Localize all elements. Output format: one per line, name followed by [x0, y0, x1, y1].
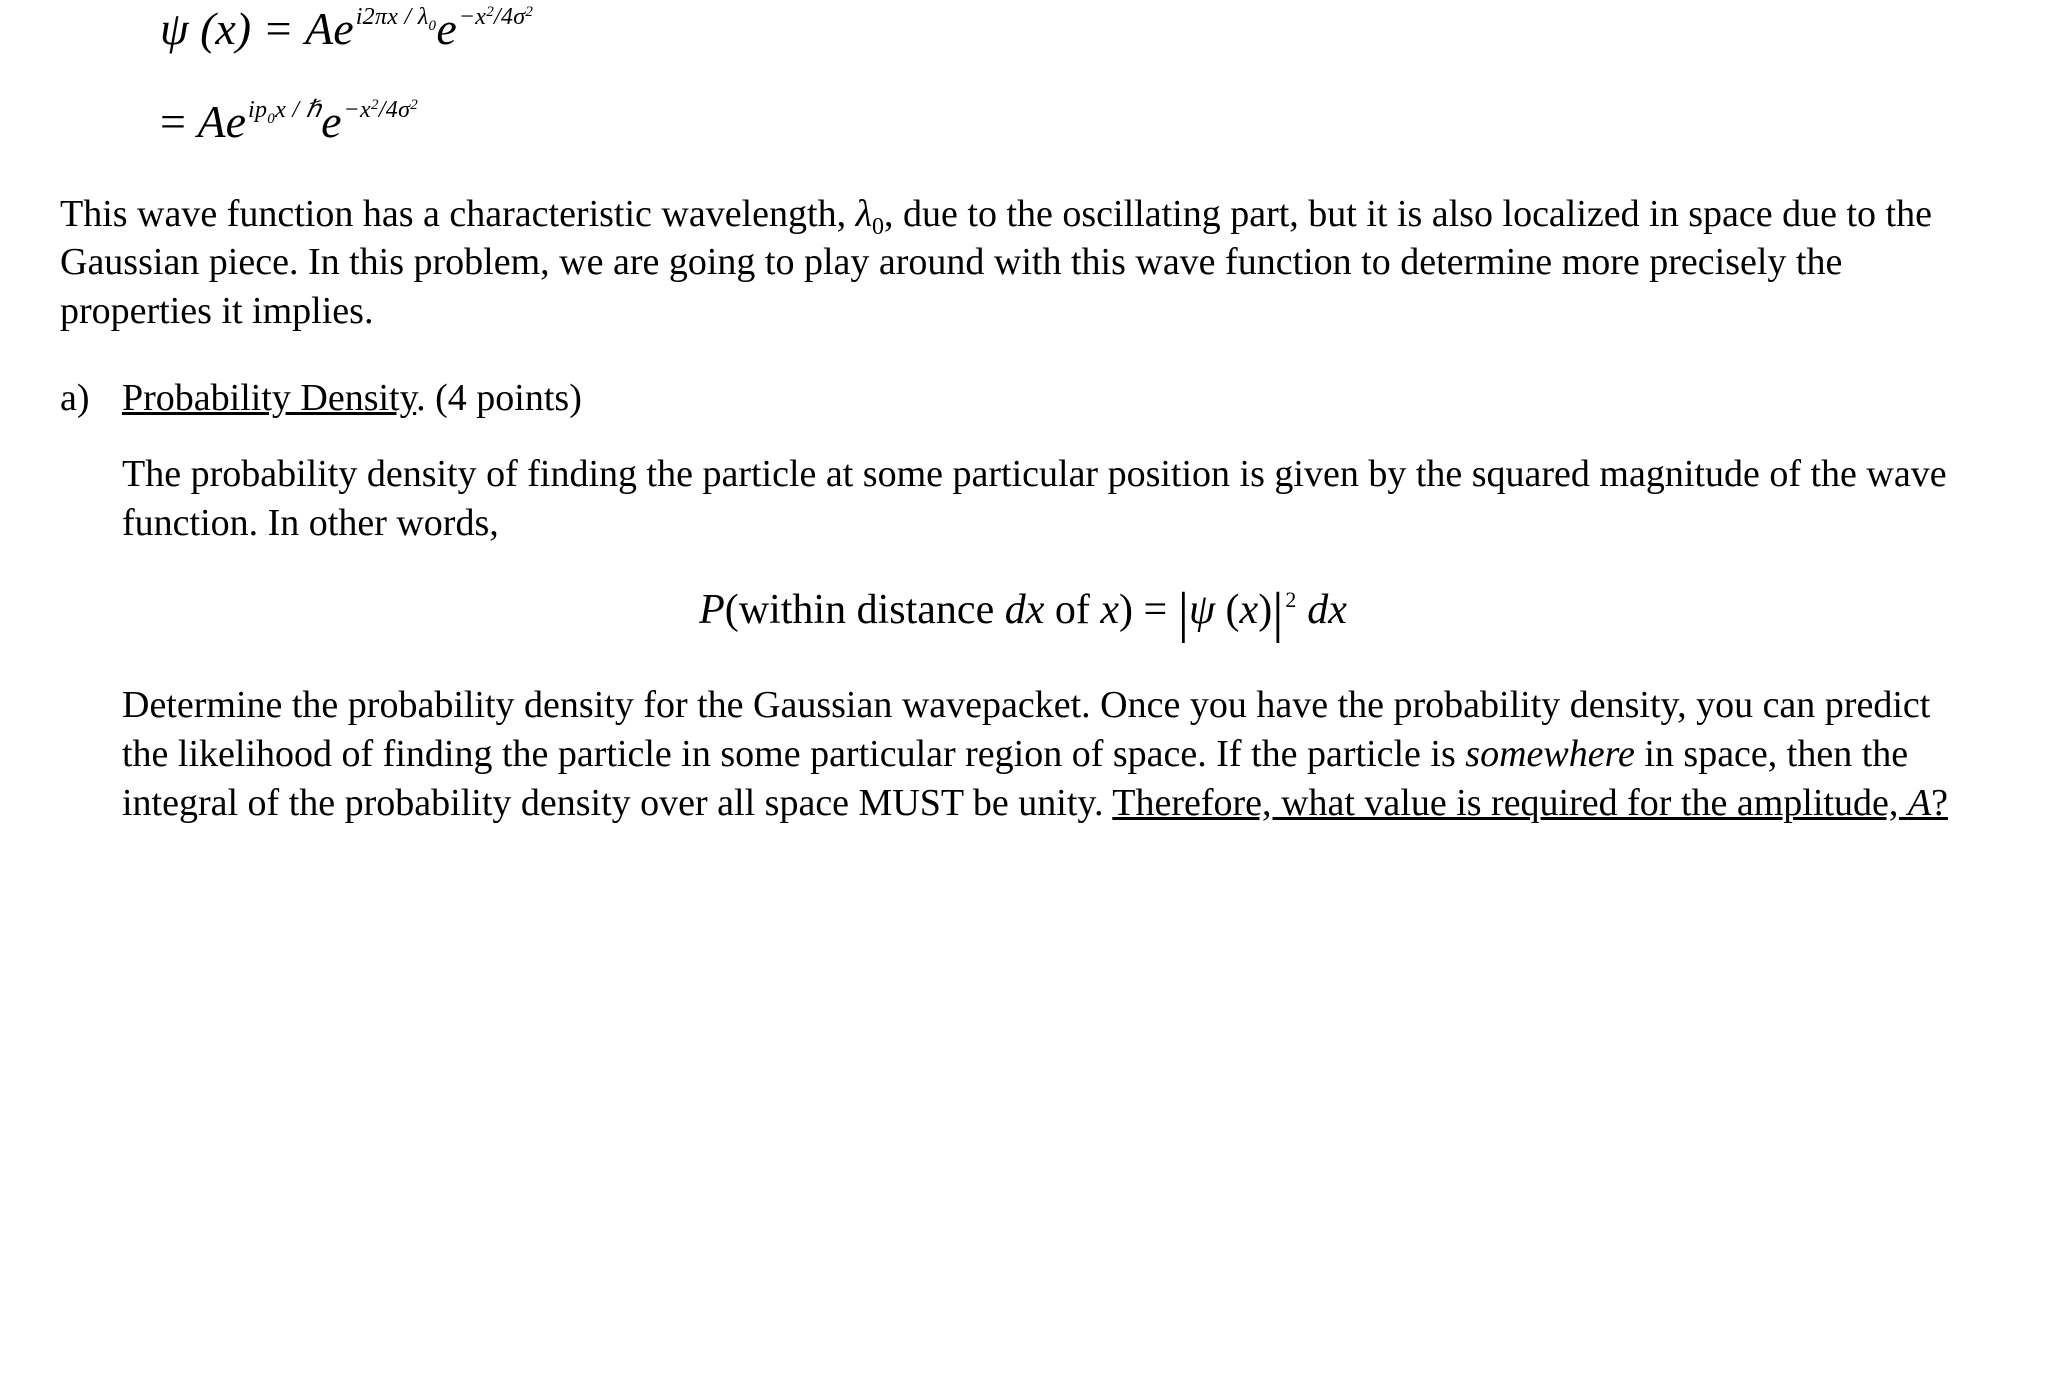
eq2-equals: = [160, 96, 197, 147]
part-a-title: Probability Density [122, 377, 416, 419]
ceq-eq: = [1133, 587, 1178, 633]
eq2-exp1-sub: 0 [267, 111, 275, 127]
probability-equation: P(within distance dx of x) = |ψ (x)|2 dx [60, 584, 1986, 638]
wavefunction-equation: ψ (x) = Aei2πx / λ0e−x2/4σ2 = Aeip0x / ℏ… [160, 0, 1986, 152]
eq2-exp1-b: x / ℏ [275, 97, 321, 123]
eq2-exp2-a: −x [344, 97, 371, 123]
eq1-psi-x-eq: ψ (x) = [160, 3, 305, 54]
para3-somewhere: somewhere [1465, 733, 1635, 775]
ceq-px-r: ) [1258, 587, 1272, 633]
ceq-px-x: x [1240, 587, 1259, 633]
intro-lambda: λ [856, 193, 872, 235]
ceq-dx2: dx [1297, 587, 1347, 633]
ceq-ofx: of [1044, 587, 1100, 633]
part-a-paragraph-1: The probability density of finding the p… [122, 450, 1986, 547]
eq1-lhs: ψ (x) = Aei2πx / λ0e−x2/4σ2 [160, 0, 533, 59]
eq1-exp2-b: 2 [486, 4, 494, 20]
eq1-exp2-c: /4σ [494, 4, 525, 30]
ceq-dx: dx [1005, 587, 1045, 633]
ceq-rparen: ) [1119, 587, 1133, 633]
intro-text-a: This wave function has a characteristic … [60, 193, 856, 235]
eq2-exp2-d: 2 [410, 97, 418, 113]
para3-A: A [1908, 782, 1931, 824]
eq1-e1: e [333, 3, 353, 54]
eq2-exp1-a: ip [248, 97, 267, 123]
eq2-exp2-c: /4σ [379, 97, 410, 123]
ceq-bar-l: | [1178, 594, 1189, 633]
part-a-paragraph-2: Determine the probability density for th… [122, 681, 1986, 827]
ceq-bar-r: | [1272, 594, 1283, 633]
eq2-e2: e [321, 96, 341, 147]
para2-text: The probability density of finding the p… [122, 453, 1947, 544]
eq2-A: A [197, 96, 225, 147]
intro-lambda-sub: 0 [872, 214, 884, 240]
eq1-exp2-a: −x [459, 4, 486, 30]
eq1-exp2-d: 2 [525, 4, 533, 20]
eq2-exp2: −x2/4σ2 [344, 97, 418, 123]
ceq-x: x [1100, 587, 1119, 633]
eq1-e2: e [436, 3, 456, 54]
equation-line-2: = Aeip0x / ℏe−x2/4σ2 [160, 93, 1986, 152]
eq1-exp1-main: i2πx / λ [356, 4, 429, 30]
para3-c: Therefore, what value is required for th… [1112, 782, 1908, 824]
para3-question: Therefore, what value is required for th… [1112, 782, 1948, 824]
eq1-A: A [305, 3, 333, 54]
intro-paragraph: This wave function has a characteristic … [60, 190, 1986, 336]
part-a-points: . (4 points) [416, 377, 582, 419]
eq1-exp1: i2πx / λ0 [356, 4, 437, 30]
ceq-squared: 2 [1285, 587, 1296, 612]
eq1-exp2: −x2/4σ2 [459, 4, 533, 30]
eq2-exp1: ip0x / ℏ [248, 97, 321, 123]
ceq-within: within distance [739, 587, 1005, 633]
ceq-P: P [699, 587, 725, 633]
eq2-rhs: = Aeip0x / ℏe−x2/4σ2 [160, 93, 418, 152]
eq2-e1: e [226, 96, 246, 147]
eq2-exp2-b: 2 [371, 97, 379, 113]
part-a-label: a) [60, 374, 122, 423]
part-a-title-wrap: Probability Density. (4 points) [122, 374, 582, 423]
para3-d: ? [1931, 782, 1948, 824]
equation-line-1: ψ (x) = Aei2πx / λ0e−x2/4σ2 [160, 0, 1986, 59]
eq1-exp1-sub: 0 [429, 18, 437, 34]
ceq-lparen: ( [725, 587, 739, 633]
ceq-px-l: ( [1226, 587, 1240, 633]
ceq-psi: ψ [1189, 587, 1226, 633]
part-a-header: a) Probability Density. (4 points) [60, 374, 1986, 423]
